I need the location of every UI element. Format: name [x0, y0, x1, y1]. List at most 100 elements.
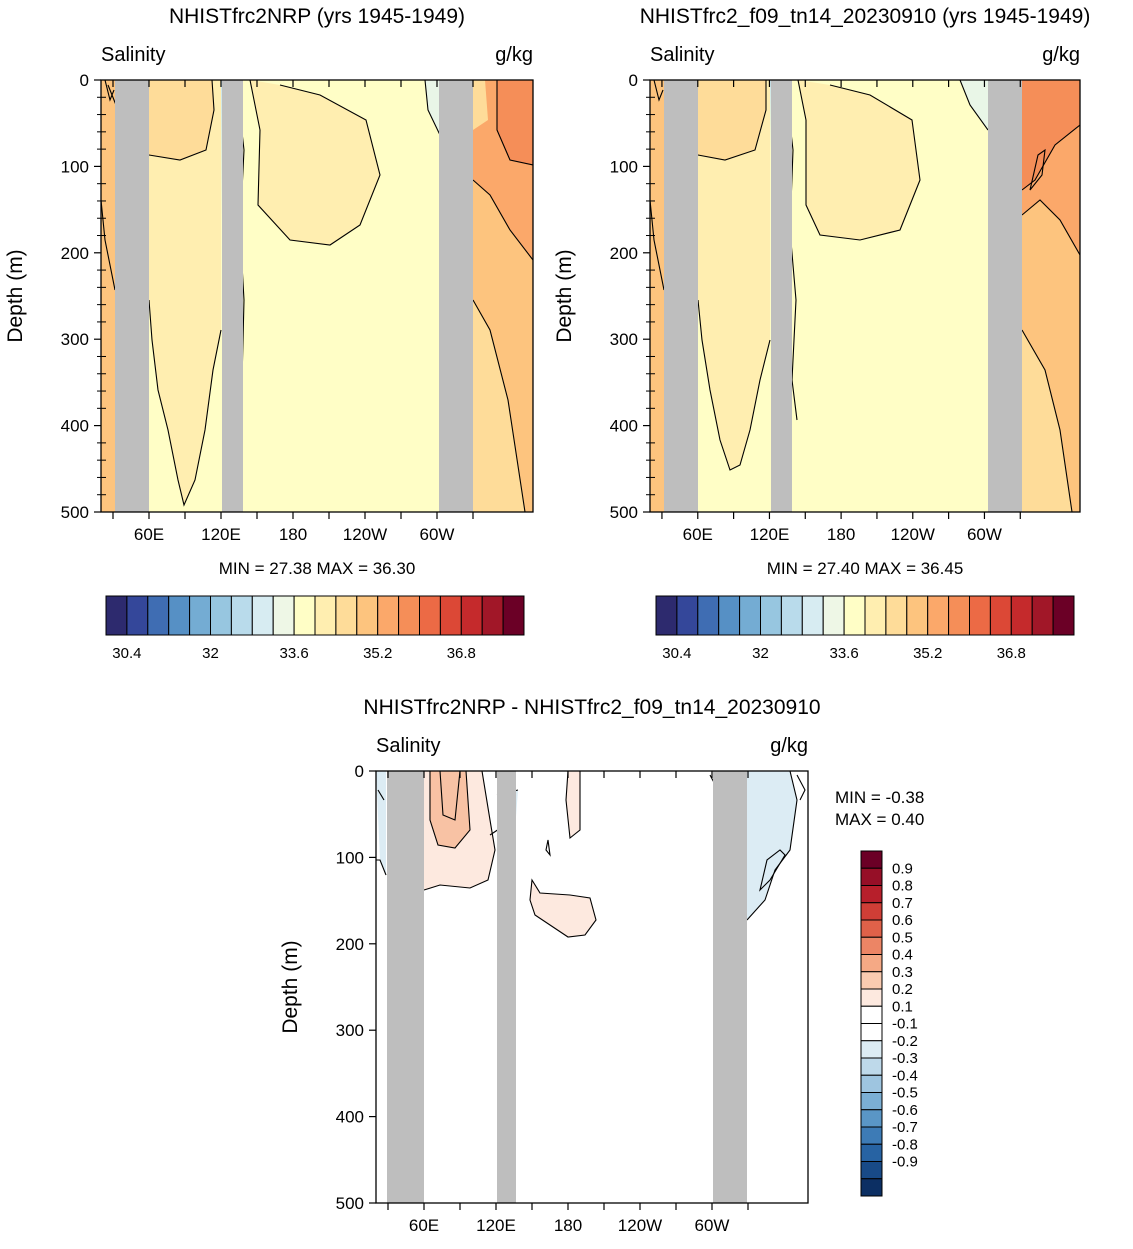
- y-axis: 0 100 200 300 400 500: [336, 762, 376, 1213]
- colorbar-swatch: [860, 1057, 883, 1076]
- colorbar-label: -0.9: [892, 1154, 918, 1171]
- colorbar-label: 0.5: [892, 929, 913, 946]
- contour-line: [377, 789, 385, 801]
- fill-region: [425, 80, 440, 135]
- colorbar-swatch: [335, 595, 358, 636]
- colorbar-label: -0.1: [892, 1016, 918, 1033]
- land-mask: [222, 80, 243, 512]
- colorbar-swatch: [860, 1074, 883, 1093]
- colorbar-swatch: [460, 595, 483, 636]
- contour-line: [439, 771, 461, 821]
- colorbar-swatch: [126, 595, 149, 636]
- colorbar-swatch: [860, 850, 883, 869]
- y-tick-label: 300: [61, 330, 89, 349]
- colorbar-swatch: [860, 936, 883, 955]
- contour-line: [796, 774, 806, 801]
- colorbar-label: 36.8: [997, 645, 1026, 662]
- colorbar-swatch: [948, 595, 970, 636]
- colorbar: 30.4 32 33.6 35.2 36.8: [655, 595, 1075, 662]
- fill-region: [473, 300, 525, 512]
- colorbar-swatch: [860, 988, 883, 1007]
- max-text: MAX = 0.40: [835, 810, 924, 829]
- units-label: g/kg: [1042, 44, 1080, 66]
- colorbar-swatch: [860, 867, 883, 886]
- contour-field: [101, 80, 533, 512]
- x-tick-label: 60W: [967, 525, 1002, 544]
- colorbar-swatch: [251, 595, 274, 636]
- y-tick-label: 0: [355, 762, 364, 781]
- fill-region: [960, 80, 988, 130]
- panel-experiment: NHISTfrc2_f09_tn14_20230910 (yrs 1945-19…: [553, 5, 1090, 662]
- colorbar-label: 30.4: [112, 645, 141, 662]
- colorbar-swatch: [989, 595, 1012, 636]
- colorbar-swatch: [760, 595, 782, 636]
- fill-region: [1022, 330, 1072, 512]
- contour-line: [565, 771, 581, 840]
- contour-field: [650, 80, 1080, 512]
- colorbar-swatch: [189, 595, 212, 636]
- colorbar-label: 30.4: [662, 645, 691, 662]
- colorbar-swatch: [356, 595, 379, 636]
- colorbar-label: 0.3: [892, 964, 913, 981]
- colorbar-swatch: [860, 1005, 883, 1024]
- y-tick-label: 100: [61, 157, 89, 176]
- colorbar-swatch: [168, 595, 191, 636]
- min-text: MIN = -0.38: [835, 788, 924, 807]
- y-tick-label: 200: [336, 935, 364, 954]
- fill-region: [530, 880, 596, 937]
- fill-region: [698, 80, 770, 470]
- y-tick-label: 0: [629, 71, 638, 90]
- y-tick-label: 400: [610, 417, 638, 436]
- colorbar-swatch: [860, 1178, 883, 1197]
- colorbar-swatch: [272, 595, 295, 636]
- colorbar-label: -0.3: [892, 1050, 918, 1067]
- colorbar-swatch: [1052, 595, 1075, 636]
- colorbar-label: -0.5: [892, 1085, 918, 1102]
- contour-line: [697, 299, 771, 471]
- colorbar-swatch: [860, 1109, 883, 1128]
- colorbar-label: 0.9: [892, 860, 913, 877]
- colorbar-swatch: [293, 595, 316, 636]
- x-tick-label: 120E: [750, 525, 790, 544]
- land-mask: [664, 80, 698, 512]
- colorbar-label: 33.6: [279, 645, 308, 662]
- colorbar-swatch: [885, 595, 908, 636]
- land-mask: [115, 80, 149, 512]
- colorbar-swatch: [906, 595, 929, 636]
- colorbar-label: 32: [202, 645, 219, 662]
- land-mask: [497, 771, 516, 1203]
- y-axis-label: Depth (m): [553, 249, 576, 342]
- fill-region: [497, 80, 533, 165]
- colorbar-label: -0.4: [892, 1067, 918, 1084]
- colorbar-swatch: [860, 885, 883, 904]
- min-max-text: MIN = 27.40 MAX = 36.45: [767, 559, 964, 578]
- contour-line: [1021, 329, 1073, 512]
- colorbar-swatch: [314, 595, 337, 636]
- colorbar-swatch: [860, 1126, 883, 1145]
- y-tick-label: 500: [336, 1194, 364, 1213]
- fill-region: [101, 80, 115, 512]
- x-axis: 60E 120E 180 120W 60W: [661, 80, 1021, 544]
- y-axis-label: Depth (m): [279, 940, 302, 1033]
- contour-line: [697, 80, 767, 161]
- land-mask: [439, 80, 473, 512]
- colorbar-label: 0.7: [892, 895, 913, 912]
- x-tick-label: 120E: [476, 1216, 516, 1235]
- fill-region: [698, 80, 766, 160]
- colorbar-label: 32: [752, 645, 769, 662]
- colorbar-swatch: [927, 595, 950, 636]
- contour-line: [759, 849, 786, 892]
- colorbar-swatch: [822, 595, 845, 636]
- colorbar-swatch: [210, 595, 232, 636]
- contour-line: [148, 299, 222, 507]
- variable-label: Salinity: [376, 735, 440, 757]
- colorbar-swatch: [1031, 595, 1054, 636]
- colorbar-label: 35.2: [913, 645, 942, 662]
- colorbar-swatch: [655, 595, 678, 636]
- colorbar-swatch: [860, 954, 883, 973]
- x-tick-label: 60W: [420, 525, 455, 544]
- contour-line: [104, 80, 117, 106]
- fill-region: [376, 771, 386, 875]
- contour-line: [472, 179, 533, 261]
- panel-title: NHISTfrc2NRP - NHISTfrc2_f09_tn14_202309…: [363, 696, 820, 719]
